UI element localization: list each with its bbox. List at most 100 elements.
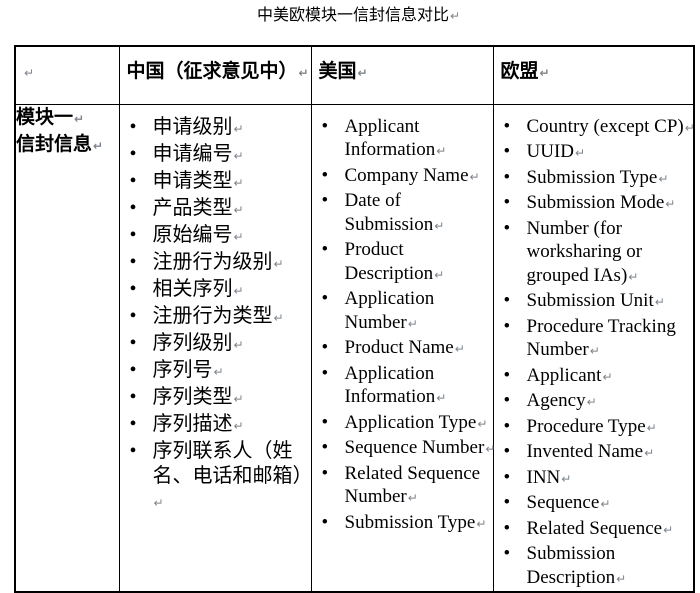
- paragraph-mark-icon: ↵: [74, 111, 85, 126]
- list-item: Related Sequence Number↵: [312, 462, 493, 511]
- paragraph-mark-icon: ↵: [298, 66, 309, 80]
- paragraph-mark-icon: ↵: [24, 66, 35, 80]
- paragraph-mark-icon: ↵: [539, 66, 550, 80]
- paragraph-mark-icon: ↵: [273, 310, 284, 325]
- column-header-eu: 欧盟↵: [492, 45, 695, 105]
- list-item: Submission Unit↵: [494, 289, 694, 315]
- paragraph-mark-icon: ↵: [407, 316, 418, 331]
- list-item: Invented Name↵: [494, 440, 694, 466]
- paragraph-mark-icon: ↵: [665, 197, 676, 211]
- paragraph-mark-icon: ↵: [357, 66, 368, 80]
- list-item-text: 序列级别: [152, 331, 233, 354]
- list-item: Application Information↵: [312, 362, 493, 411]
- paragraph-mark-icon: ↵: [273, 256, 284, 271]
- list-item: 序列类型↵: [120, 385, 311, 412]
- list-item: Agency↵: [494, 389, 694, 415]
- paragraph-mark-icon: ↵: [600, 497, 611, 511]
- list-item: 产品类型↵: [120, 196, 311, 223]
- list-item: 相关序列↵: [120, 277, 311, 304]
- row-header-line: 模块一↵: [16, 105, 119, 132]
- list-item-text: 申请级别: [152, 115, 233, 138]
- paragraph-mark-icon: ↵: [485, 442, 496, 456]
- paragraph-mark-icon: ↵: [233, 283, 244, 298]
- list-item-text: Submission Unit: [526, 290, 654, 311]
- list-item: INN↵: [494, 466, 694, 492]
- comparison-table: ↵ 中国（征求意见中）↵ 美国↵ 欧盟↵ 模块一↵信封信息↵ 申请级别↵申请编号…: [14, 45, 695, 593]
- paragraph-mark-icon: ↵: [658, 171, 669, 186]
- list-item-text: Company Name: [344, 164, 469, 186]
- list-item-text: Procedure Type: [526, 415, 646, 437]
- list-item: Application Type↵: [312, 411, 493, 437]
- paragraph-mark-icon: ↵: [434, 267, 445, 282]
- list-item-text: Procedure Tracking Number: [526, 315, 676, 361]
- paragraph-mark-icon: ↵: [586, 395, 597, 409]
- corner-cell: ↵: [14, 45, 120, 105]
- paragraph-mark-icon: ↵: [407, 491, 418, 505]
- list-item: Product Name↵: [312, 336, 493, 362]
- list-item: Application Number↵: [312, 287, 493, 336]
- list-item-text: Application Information: [344, 362, 436, 408]
- paragraph-mark-icon: ↵: [436, 144, 447, 158]
- paragraph-mark-icon: ↵: [644, 446, 655, 460]
- list-item: Sequence Number↵: [312, 436, 496, 462]
- paragraph-mark-icon: ↵: [233, 175, 244, 190]
- list-item-text: Submission Type: [344, 511, 476, 533]
- paragraph-mark-icon: ↵: [233, 229, 244, 244]
- paragraph-mark-icon: ↵: [602, 369, 613, 384]
- list-item-text: 原始编号: [152, 223, 233, 246]
- list-item-text: Related Sequence: [526, 517, 663, 539]
- list-item: Applicant Information↵: [312, 115, 493, 164]
- list-item-text: Submission Description: [526, 543, 616, 588]
- list-item-text: Applicant Information: [344, 115, 436, 161]
- paragraph-mark-icon: ↵: [469, 169, 480, 184]
- paragraph-mark-icon: ↵: [233, 337, 244, 352]
- list-item-text: 序列描述: [152, 412, 233, 435]
- list-item: 序列联系人（姓名、电话和邮箱） ↵: [120, 439, 313, 516]
- paragraph-mark-icon: ↵: [654, 295, 665, 309]
- list-item: UUID↵: [494, 140, 694, 166]
- list-item: Submission Type↵: [494, 166, 694, 192]
- eu-item-list: Country (except CP) ↵ UUID↵Submission Type…: [494, 105, 694, 592]
- list-item: Procedure Type↵: [494, 415, 694, 441]
- list-item: Submission Description↵: [494, 542, 694, 591]
- list-item-text: Application Number: [344, 288, 435, 333]
- list-item: Procedure Tracking Number↵: [494, 315, 694, 364]
- paragraph-mark-icon: ↵: [477, 416, 488, 431]
- paragraph-mark-icon: ↵: [454, 342, 465, 356]
- list-item: Company Name↵: [312, 164, 493, 190]
- paragraph-mark-icon: ↵: [233, 202, 244, 217]
- list-item-text: Application Type: [344, 411, 477, 433]
- list-item-text: Related Sequence Number: [344, 462, 481, 508]
- list-item-text: Number (for worksharing or grouped IAs): [526, 217, 643, 286]
- list-item-text: 序列类型: [152, 385, 233, 408]
- list-item-text: 注册行为级别: [152, 250, 273, 273]
- paragraph-mark-icon: ↵: [233, 121, 244, 136]
- paragraph-mark-icon: ↵: [233, 418, 244, 433]
- list-item: 申请级别↵: [120, 115, 311, 142]
- china-item-list: 申请级别↵申请编号↵申请类型↵产品类型↵原始编号↵注册行为级别↵相关序列↵注册行…: [120, 105, 313, 516]
- list-item: Applicant↵: [494, 364, 694, 390]
- list-item-text: Country (except CP): [526, 115, 684, 137]
- list-item-text: 序列联系人（姓名、电话和邮箱）: [152, 439, 313, 487]
- column-header-china-text: 中国（征求意见中）: [126, 61, 298, 82]
- row-header-text: 模块一: [16, 106, 74, 128]
- row-header-line: 信封信息↵: [16, 132, 119, 159]
- list-item-text: Product Name: [344, 337, 454, 358]
- list-item: 序列描述↵: [120, 412, 311, 439]
- list-item: 序列级别↵: [120, 331, 311, 358]
- list-item-text: 序列号: [152, 358, 213, 381]
- list-item: Number (for worksharing or grouped IAs)↵: [494, 217, 694, 290]
- paragraph-mark-icon: ↵: [93, 138, 104, 153]
- paragraph-mark-icon: ↵: [589, 344, 600, 358]
- list-item-text: 申请编号: [152, 142, 233, 165]
- paragraph-mark-icon: ↵: [450, 9, 461, 23]
- list-item-text: 申请类型: [152, 169, 233, 192]
- column-header-china: 中国（征求意见中）↵: [118, 45, 312, 105]
- list-item-text: 产品类型: [152, 196, 233, 219]
- list-item: Date of Submission↵: [312, 189, 493, 238]
- paragraph-mark-icon: ↵: [434, 218, 445, 233]
- list-item: 申请类型↵: [120, 169, 311, 196]
- us-item-list: Applicant Information↵Company Name↵Date …: [312, 105, 496, 537]
- list-item-text: Applicant: [526, 364, 602, 386]
- paragraph-mark-icon: ↵: [561, 471, 572, 486]
